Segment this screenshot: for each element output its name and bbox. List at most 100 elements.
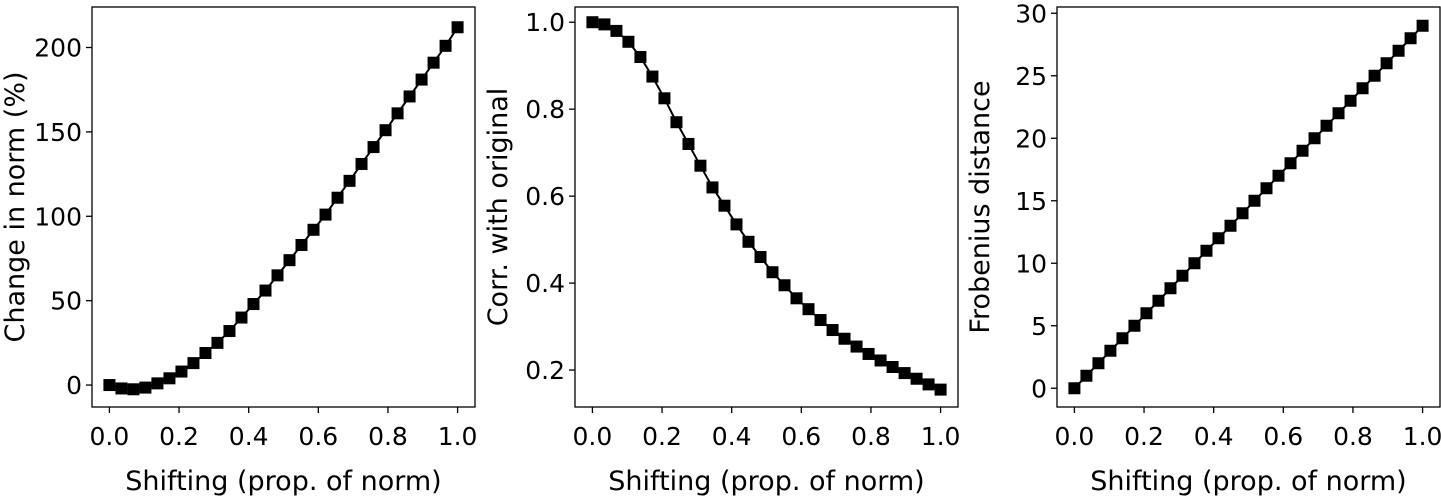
x-tick-label: 0.4 [1194,422,1234,451]
data-point [163,372,176,385]
data-point [175,365,188,378]
data-point [451,21,464,34]
data-point [1212,232,1225,245]
data-point [1140,307,1153,320]
data-point [343,174,356,187]
data-point [1092,357,1105,370]
data-point [658,92,671,105]
data-point [874,354,887,367]
y-tick-label: 200 [34,34,82,63]
data-point [1320,119,1333,132]
data-point [355,157,368,170]
data-point [1116,332,1129,345]
data-point [223,325,236,338]
x-axis-label: Shifting (prop. of norm) [1090,466,1406,497]
data-point [295,238,308,251]
data-point [1380,57,1393,70]
x-tick-label: 0.8 [368,422,408,451]
data-point [259,284,272,297]
x-tick-label: 0.2 [642,422,682,451]
y-axis-label: Frobenius distance [965,80,996,333]
data-point [1356,82,1369,95]
data-point [1344,94,1357,107]
data-point [403,90,416,103]
data-point [1248,194,1261,207]
data-point [271,269,284,282]
data-point [1404,32,1417,45]
data-point [862,347,875,360]
x-tick-label: 0.0 [90,422,130,451]
data-point [247,298,260,311]
data-point [1068,382,1081,395]
x-tick-label: 0.4 [712,422,752,451]
data-point [115,382,128,395]
data-point [670,116,683,129]
data-point [1284,157,1297,170]
y-tick-label: 0.2 [525,356,565,385]
data-point [910,372,923,385]
data-point [1152,294,1165,307]
data-point [1368,69,1381,82]
data-point [307,223,320,236]
data-point [730,218,743,231]
data-point [187,357,200,370]
data-point [898,367,911,380]
x-tick-label: 0.8 [1333,422,1373,451]
data-point [283,254,296,267]
y-axis-label: Change in norm (%) [0,71,31,342]
y-tick-label: 5 [1031,312,1047,341]
data-point [1188,257,1201,270]
data-point [634,51,647,63]
x-tick-label: 0.6 [1263,422,1303,451]
data-point [1224,219,1237,232]
x-tick-label: 0.8 [851,422,891,451]
data-point [151,377,164,390]
data-point [826,324,839,337]
x-tick-label: 1.0 [1403,422,1441,451]
data-point [1080,369,1093,382]
data-point [391,107,404,120]
data-point [1296,144,1309,157]
y-tick-label: 10 [1015,249,1047,278]
y-tick-label: 150 [34,118,82,147]
data-point [1128,319,1141,332]
data-point [235,311,248,324]
data-point [598,18,611,31]
y-tick-label: 20 [1015,124,1047,153]
y-tick-label: 15 [1015,187,1047,216]
data-point [742,235,755,248]
data-point [1236,207,1249,220]
y-tick-label: 100 [34,202,82,231]
y-tick-label: 0 [1031,374,1047,403]
data-point [610,24,623,37]
data-point [934,383,947,396]
panel-corr-with-original: 0.0 0.2 0.4 0.6 0.8 1.0 0.2 0.4 0.6 0.8 1.0 Shiftin… [483,6,960,497]
data-point [586,16,599,29]
data-point [718,199,731,212]
x-tick-label: 0.6 [781,422,821,451]
data-point [1392,44,1405,57]
data-point [646,70,659,83]
panel-change-in-norm: 0.0 0.2 0.4 0.6 0.8 1.0 0 50 100 150 200 Shifting (… [0,6,478,497]
data-point [1200,244,1213,257]
data-point [1272,169,1285,182]
y-axis-label: Corr. with original [483,88,514,327]
data-point [1308,132,1321,145]
x-tick-label: 1.0 [438,422,478,451]
data-point [1260,182,1273,195]
y-tick-label: 25 [1015,62,1047,91]
data-point [139,381,152,394]
data-point [778,279,791,292]
data-point [838,332,851,345]
x-axis-label: Shifting (prop. of norm) [608,466,924,497]
data-point [331,191,344,204]
data-point [367,141,380,154]
data-point [706,181,719,194]
x-tick-label: 0.4 [229,422,269,451]
data-point [439,39,452,52]
data-point [922,378,935,391]
data-point [127,383,140,396]
data-point [886,361,899,373]
y-tick-label: 1.0 [525,8,565,37]
x-tick-label: 0.2 [159,422,199,451]
